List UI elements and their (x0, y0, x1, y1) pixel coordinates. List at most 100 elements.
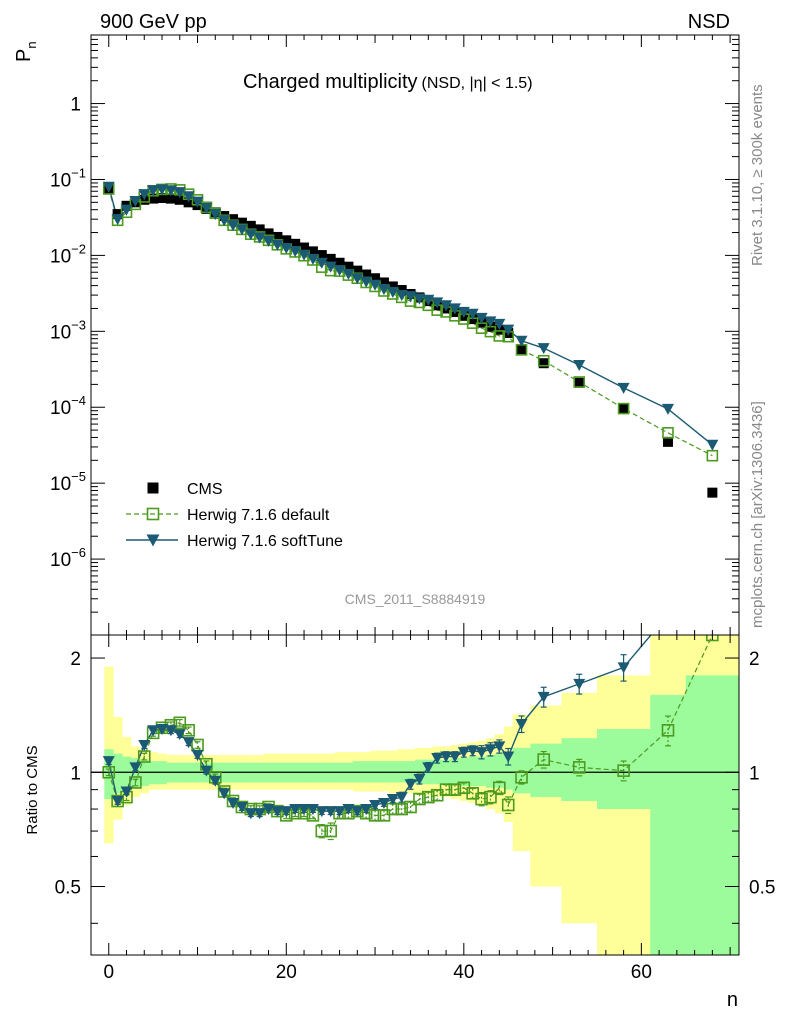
ratio-default-point (439, 783, 453, 796)
uncertainty-band-inner (561, 738, 598, 802)
herwig-softtune-point (315, 257, 328, 269)
y-tick-label-base: 10 (50, 398, 71, 419)
cms-point (538, 358, 549, 369)
cms-point (112, 209, 123, 220)
y-tick-label-base: 10 (50, 474, 71, 495)
ratio-softtune-point (377, 797, 390, 809)
cms-point (325, 253, 336, 264)
cms-point (352, 265, 363, 276)
uncertainty-band-inner (650, 694, 687, 955)
herwig-softtune-point (351, 273, 364, 285)
legend-label: Herwig 7.1.6 default (187, 507, 330, 524)
cms-point (307, 246, 318, 257)
y-tick-label-exp: −4 (71, 393, 86, 408)
ratio-default-point (422, 790, 435, 804)
uncertainty-band-inner (450, 758, 460, 785)
ratio-softtune-point (493, 741, 506, 753)
y-tick-label-bottom: 2 (70, 649, 81, 670)
cms-point (290, 238, 301, 249)
ratio-softtune-point (440, 751, 453, 763)
chart-title-main: Charged multiplicity (243, 71, 418, 93)
herwig-softtune-point (156, 184, 169, 196)
ratio-softtune-point (244, 808, 257, 820)
ratio-default-point (706, 635, 719, 642)
ratio-softtune-point (475, 747, 488, 759)
ratio-softtune-point (573, 678, 586, 690)
ratio-softtune-point (173, 729, 186, 741)
herwig-softtune-point (147, 185, 160, 197)
cms-point (281, 235, 292, 246)
y-tick-label-exp: −5 (71, 469, 86, 484)
y-tick-label-exp: −3 (71, 317, 86, 332)
ratio-softtune-point (209, 775, 222, 787)
ratio-default-point (537, 753, 551, 766)
herwig-softtune-point (360, 276, 373, 288)
herwig-softtune-point (209, 209, 222, 221)
y-tick-label-top: 10−1 (50, 165, 86, 191)
ratio-default-point (129, 776, 142, 789)
x-tick-label: 20 (276, 962, 297, 983)
herwig-softtune-point (457, 306, 470, 318)
herwig-softtune-point (271, 239, 284, 251)
herwig-softtune-point (377, 284, 390, 296)
ratio-softtune-point (515, 718, 528, 731)
herwig-softtune-point (502, 324, 515, 336)
cms-point (157, 193, 168, 204)
herwig-default-line (108, 188, 713, 457)
herwig-softtune-point (111, 214, 124, 226)
ratio-softtune-point (502, 751, 515, 763)
uncertainty-band-outer (561, 692, 598, 924)
ratio-softtune-point (253, 808, 266, 820)
herwig-softtune-point (173, 187, 186, 199)
legend-label: CMS (187, 481, 223, 498)
cms-point (334, 257, 345, 268)
y-axis-label-top-main: P (13, 49, 35, 62)
uncertainty-band-outer (596, 675, 651, 955)
herwig-softtune-point (218, 215, 231, 227)
uncertainty-band-inner (468, 756, 478, 787)
herwig-default-point (573, 376, 586, 388)
bottom-panel: 0 20 40 60 0.5 0.5 1 1 2 2 Ratio to CMS n (24, 634, 775, 1011)
uncertainty-band-inner (503, 752, 514, 790)
chart-title: Charged multiplicity (NSD, |η| < 1.5) (243, 71, 533, 93)
y-tick-label-bottom-right: 2 (749, 649, 760, 670)
y-tick-label-base: 10 (50, 550, 71, 571)
herwig-softtune-point (182, 191, 195, 203)
legend-softtune-marker (146, 534, 160, 547)
cms-point (378, 277, 389, 288)
ratio-default-point (661, 724, 675, 737)
herwig-softtune-point (244, 229, 257, 241)
ratio-softtune-point (129, 762, 142, 774)
herwig-softtune-point (227, 220, 240, 232)
ratio-softtune-point (182, 737, 195, 749)
ratio-softtune-point (218, 788, 231, 800)
herwig-softtune-point (413, 293, 426, 305)
uncertainty-band-inner (122, 756, 132, 790)
ratio-default-point (137, 750, 151, 763)
y-tick-label-top: 10−3 (50, 317, 86, 343)
herwig-softtune-point (493, 318, 506, 330)
herwig-softtune-point (395, 290, 408, 302)
ratio-default-point (493, 781, 506, 795)
herwig-softtune-point (200, 203, 213, 215)
uncertainty-band-inner (477, 756, 487, 787)
uncertainty-band-inner (530, 743, 562, 798)
herwig-default-point (662, 427, 674, 439)
ratio-softtune-point (200, 765, 213, 777)
y-tick-label-base: 10 (50, 322, 71, 343)
y-tick-label-base: 1 (70, 95, 81, 116)
ratio-softtune-point (271, 806, 284, 818)
herwig-softtune-point (706, 439, 719, 451)
herwig-softtune-point (262, 235, 275, 247)
herwig-softtune-point (661, 403, 674, 415)
herwig-softtune-point (515, 335, 528, 347)
herwig-softtune-point (342, 268, 355, 280)
y-tick-label-bottom: 1 (70, 763, 81, 784)
herwig-softtune-point (298, 249, 311, 261)
herwig-softtune-point (306, 253, 319, 265)
chart-title-sub: (NSD, |η| < 1.5) (422, 75, 533, 92)
cms-point (299, 242, 310, 253)
y-tick-label-base: 10 (50, 170, 71, 191)
cms-point (387, 281, 398, 292)
ratio-default-point (501, 798, 515, 812)
